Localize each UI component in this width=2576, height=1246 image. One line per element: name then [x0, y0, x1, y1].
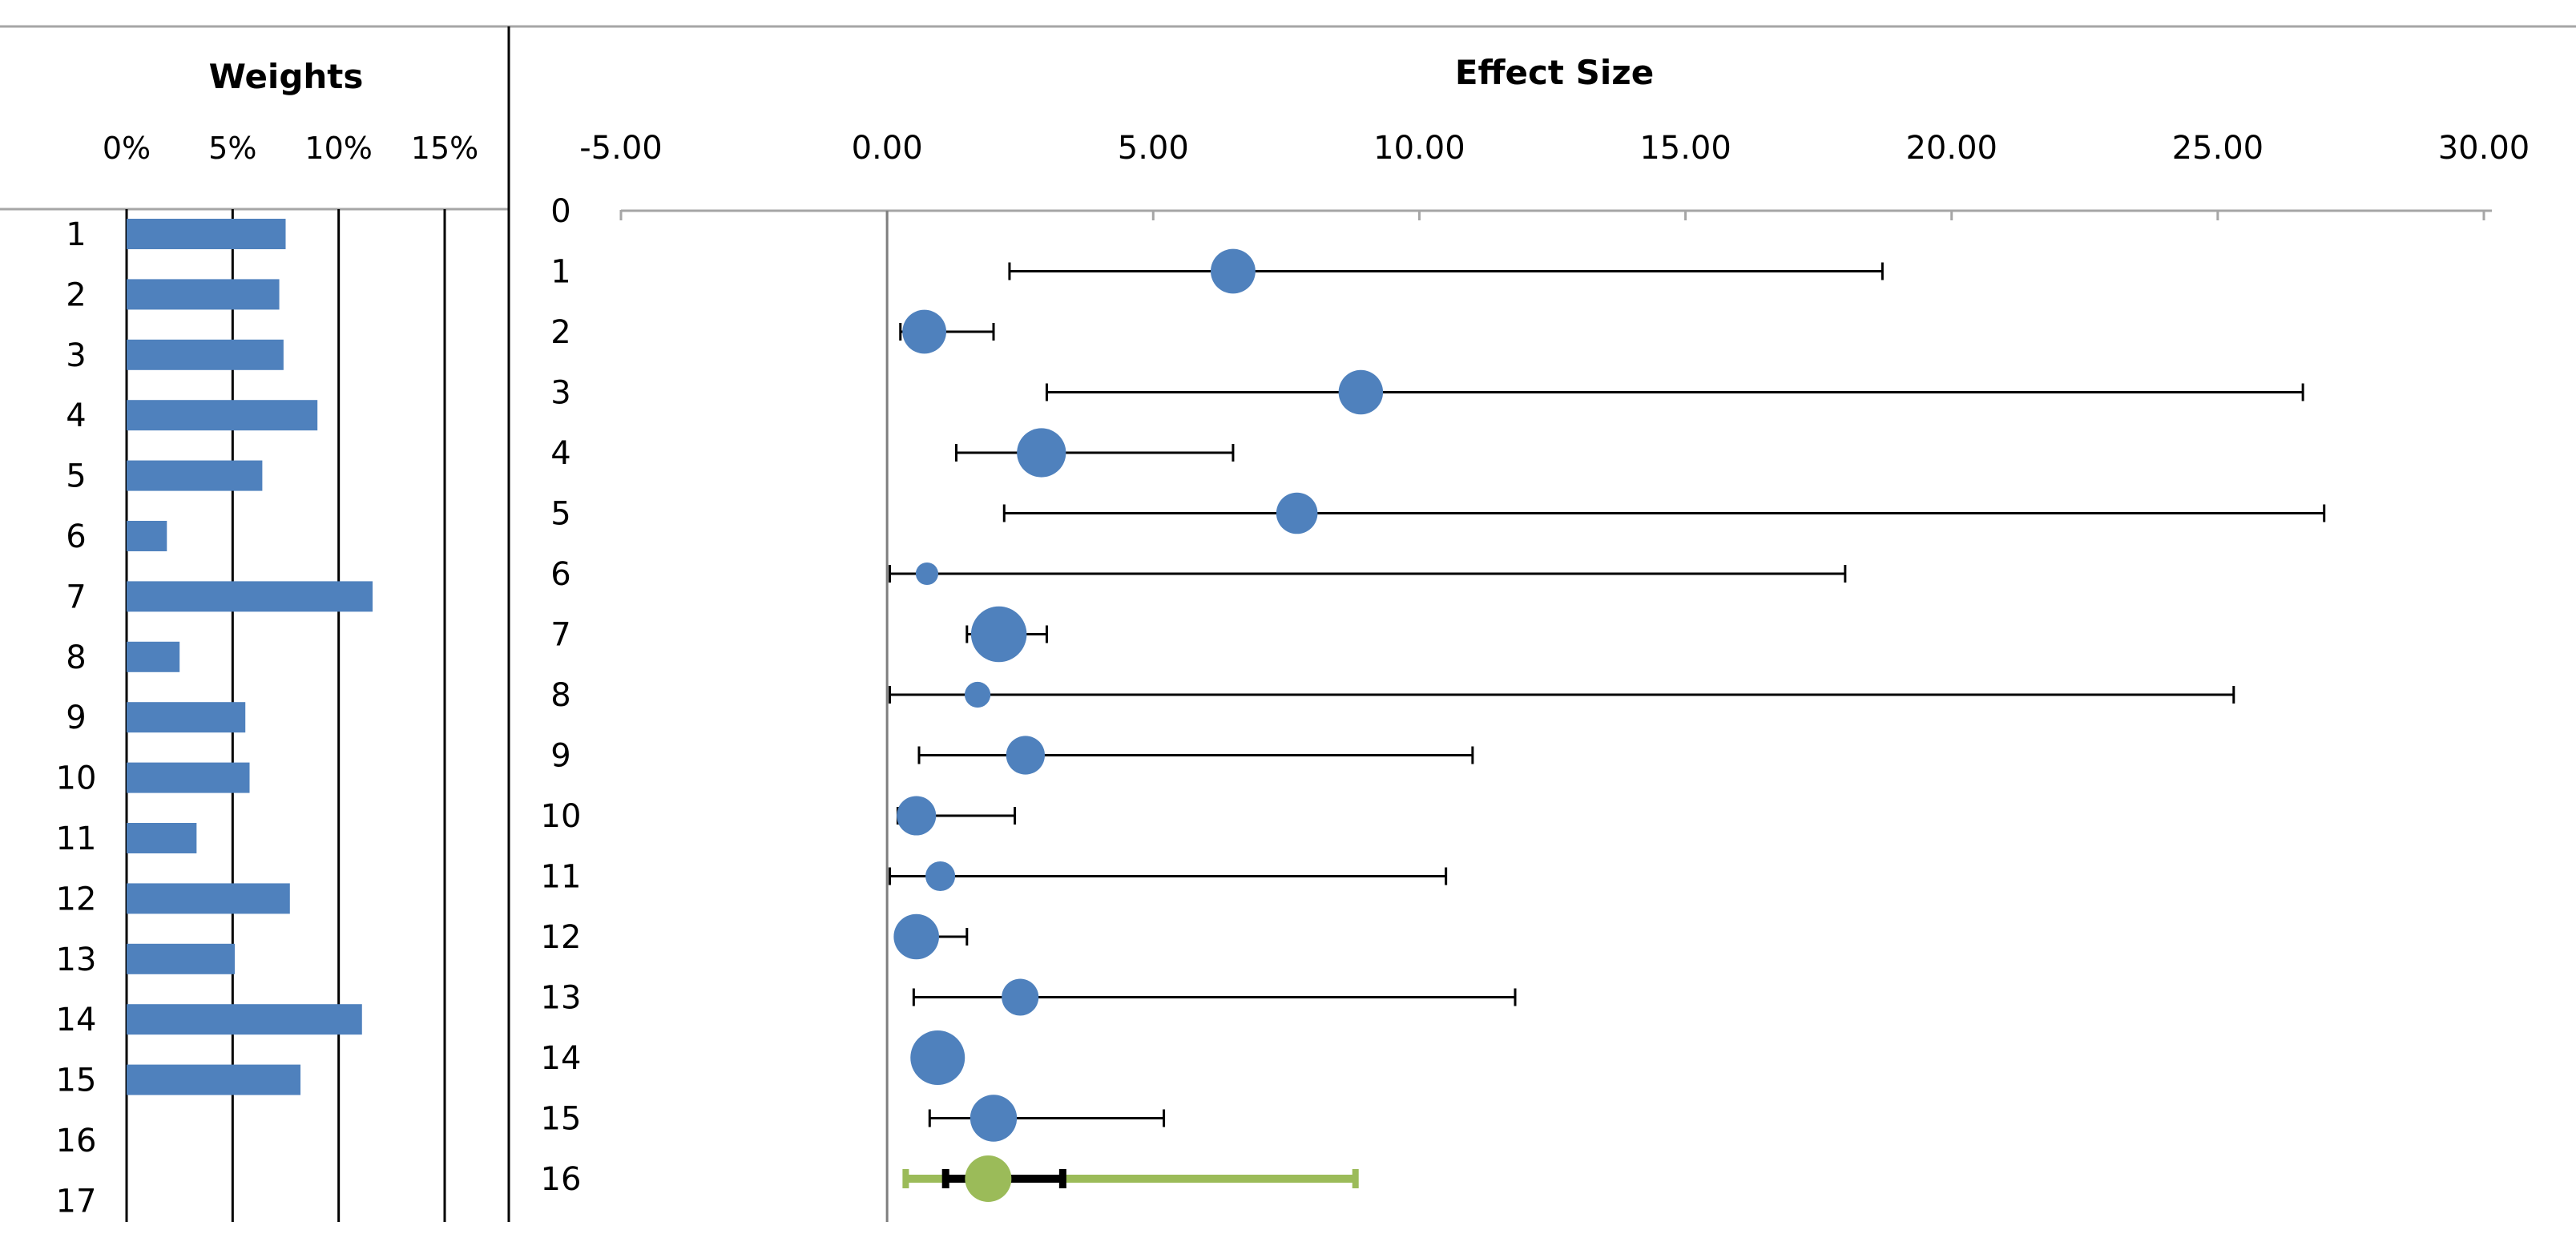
weights-row-label: 1 — [66, 216, 86, 253]
weights-row-label: 16 — [56, 1123, 97, 1159]
forest-row-label: 9 — [550, 738, 570, 775]
weights-row-label: 14 — [56, 1002, 97, 1038]
weights-row-label: 8 — [66, 639, 86, 676]
weights-row-label: 12 — [56, 881, 97, 917]
weights-tick-label: 10% — [304, 131, 372, 166]
forest-row-label: 16 — [541, 1161, 582, 1198]
weights-row-label: 6 — [66, 518, 86, 555]
effect-tick-label: 0.00 — [852, 130, 923, 167]
study-point-estimate — [970, 606, 1027, 663]
study-point-estimate — [1006, 736, 1045, 775]
weights-row-label: 9 — [66, 700, 86, 736]
weights-row-label: 11 — [56, 821, 97, 857]
weights-tick-label: 15% — [411, 131, 478, 166]
effect-tick-label: 15.00 — [1639, 130, 1731, 167]
effect-tick-label: 30.00 — [2438, 130, 2530, 167]
weights-row-label: 4 — [66, 397, 86, 434]
weights-row-label: 3 — [66, 337, 86, 374]
forest-row-label: 0 — [550, 193, 570, 230]
weight-bar — [127, 339, 284, 370]
weight-bar — [127, 823, 197, 853]
effect-tick-label: 10.00 — [1373, 130, 1465, 167]
effect-tick-label: -5.00 — [579, 130, 663, 167]
study-point-estimate — [902, 309, 947, 354]
study-point-estimate — [1017, 428, 1066, 478]
weight-bar — [127, 279, 280, 310]
forest-row-label: 8 — [550, 677, 570, 714]
study-point-estimate — [970, 1095, 1018, 1142]
weights-row-label: 7 — [66, 579, 86, 615]
summary-point-estimate — [965, 1155, 1012, 1202]
weight-bar — [127, 460, 263, 491]
weight-bar — [127, 219, 286, 249]
weights-row-label: 5 — [66, 458, 86, 495]
forest-row-label: 6 — [550, 556, 570, 593]
forest-row-label: 1 — [550, 254, 570, 291]
study-point-estimate — [897, 796, 937, 836]
weights-tick-label: 5% — [208, 131, 256, 166]
forest-row-label: 10 — [541, 798, 582, 835]
weights-row-label: 2 — [66, 276, 86, 313]
forest-row-label: 11 — [541, 859, 582, 896]
forest-row-label: 4 — [550, 435, 570, 472]
forest-row-label: 5 — [550, 496, 570, 533]
study-point-estimate — [964, 681, 991, 708]
weight-bar — [127, 581, 373, 612]
weights-row-label: 10 — [56, 760, 97, 797]
forest-row-label: 15 — [541, 1101, 582, 1138]
forest-row-label: 12 — [541, 919, 582, 956]
forest-row-label: 3 — [550, 375, 570, 412]
weight-bar — [127, 762, 250, 793]
study-point-estimate — [915, 562, 939, 586]
study-point-estimate — [1276, 492, 1318, 534]
weights-title: Weights — [209, 57, 364, 96]
study-point-estimate — [1002, 978, 1039, 1016]
weights-row-label: 13 — [56, 942, 97, 978]
effect-tick-label: 25.00 — [2172, 130, 2264, 167]
study-point-estimate — [1338, 369, 1384, 415]
study-point-estimate — [925, 861, 956, 892]
forest-row-label: 14 — [541, 1040, 582, 1077]
effect-tick-label: 20.00 — [1905, 130, 1998, 167]
weights-row-label: 17 — [56, 1183, 97, 1220]
weights-tick-label: 0% — [103, 131, 151, 166]
study-point-estimate — [910, 1030, 965, 1085]
weight-bar — [127, 1064, 301, 1095]
weight-bar — [127, 943, 235, 974]
weight-bar — [127, 521, 167, 551]
weights-row-label: 15 — [56, 1063, 97, 1099]
weight-bar — [127, 883, 290, 914]
forest-row-label: 7 — [550, 617, 570, 654]
weight-bar — [127, 1004, 362, 1035]
forest-plot: -5.00 0.00 5.00 10.00 15.00 20.00 25.00 30.00 0 1… — [541, 130, 2530, 1222]
study-point-estimate — [1211, 248, 1256, 294]
forest-row-label: 13 — [541, 980, 582, 1017]
effect-tick-label: 5.00 — [1118, 130, 1189, 167]
weight-bar — [127, 400, 318, 431]
effect-size-title: Effect Size — [1455, 53, 1654, 92]
weight-bar — [127, 641, 180, 672]
weight-bar — [127, 702, 246, 733]
forest-row-label: 2 — [550, 314, 570, 351]
study-point-estimate — [893, 913, 939, 960]
